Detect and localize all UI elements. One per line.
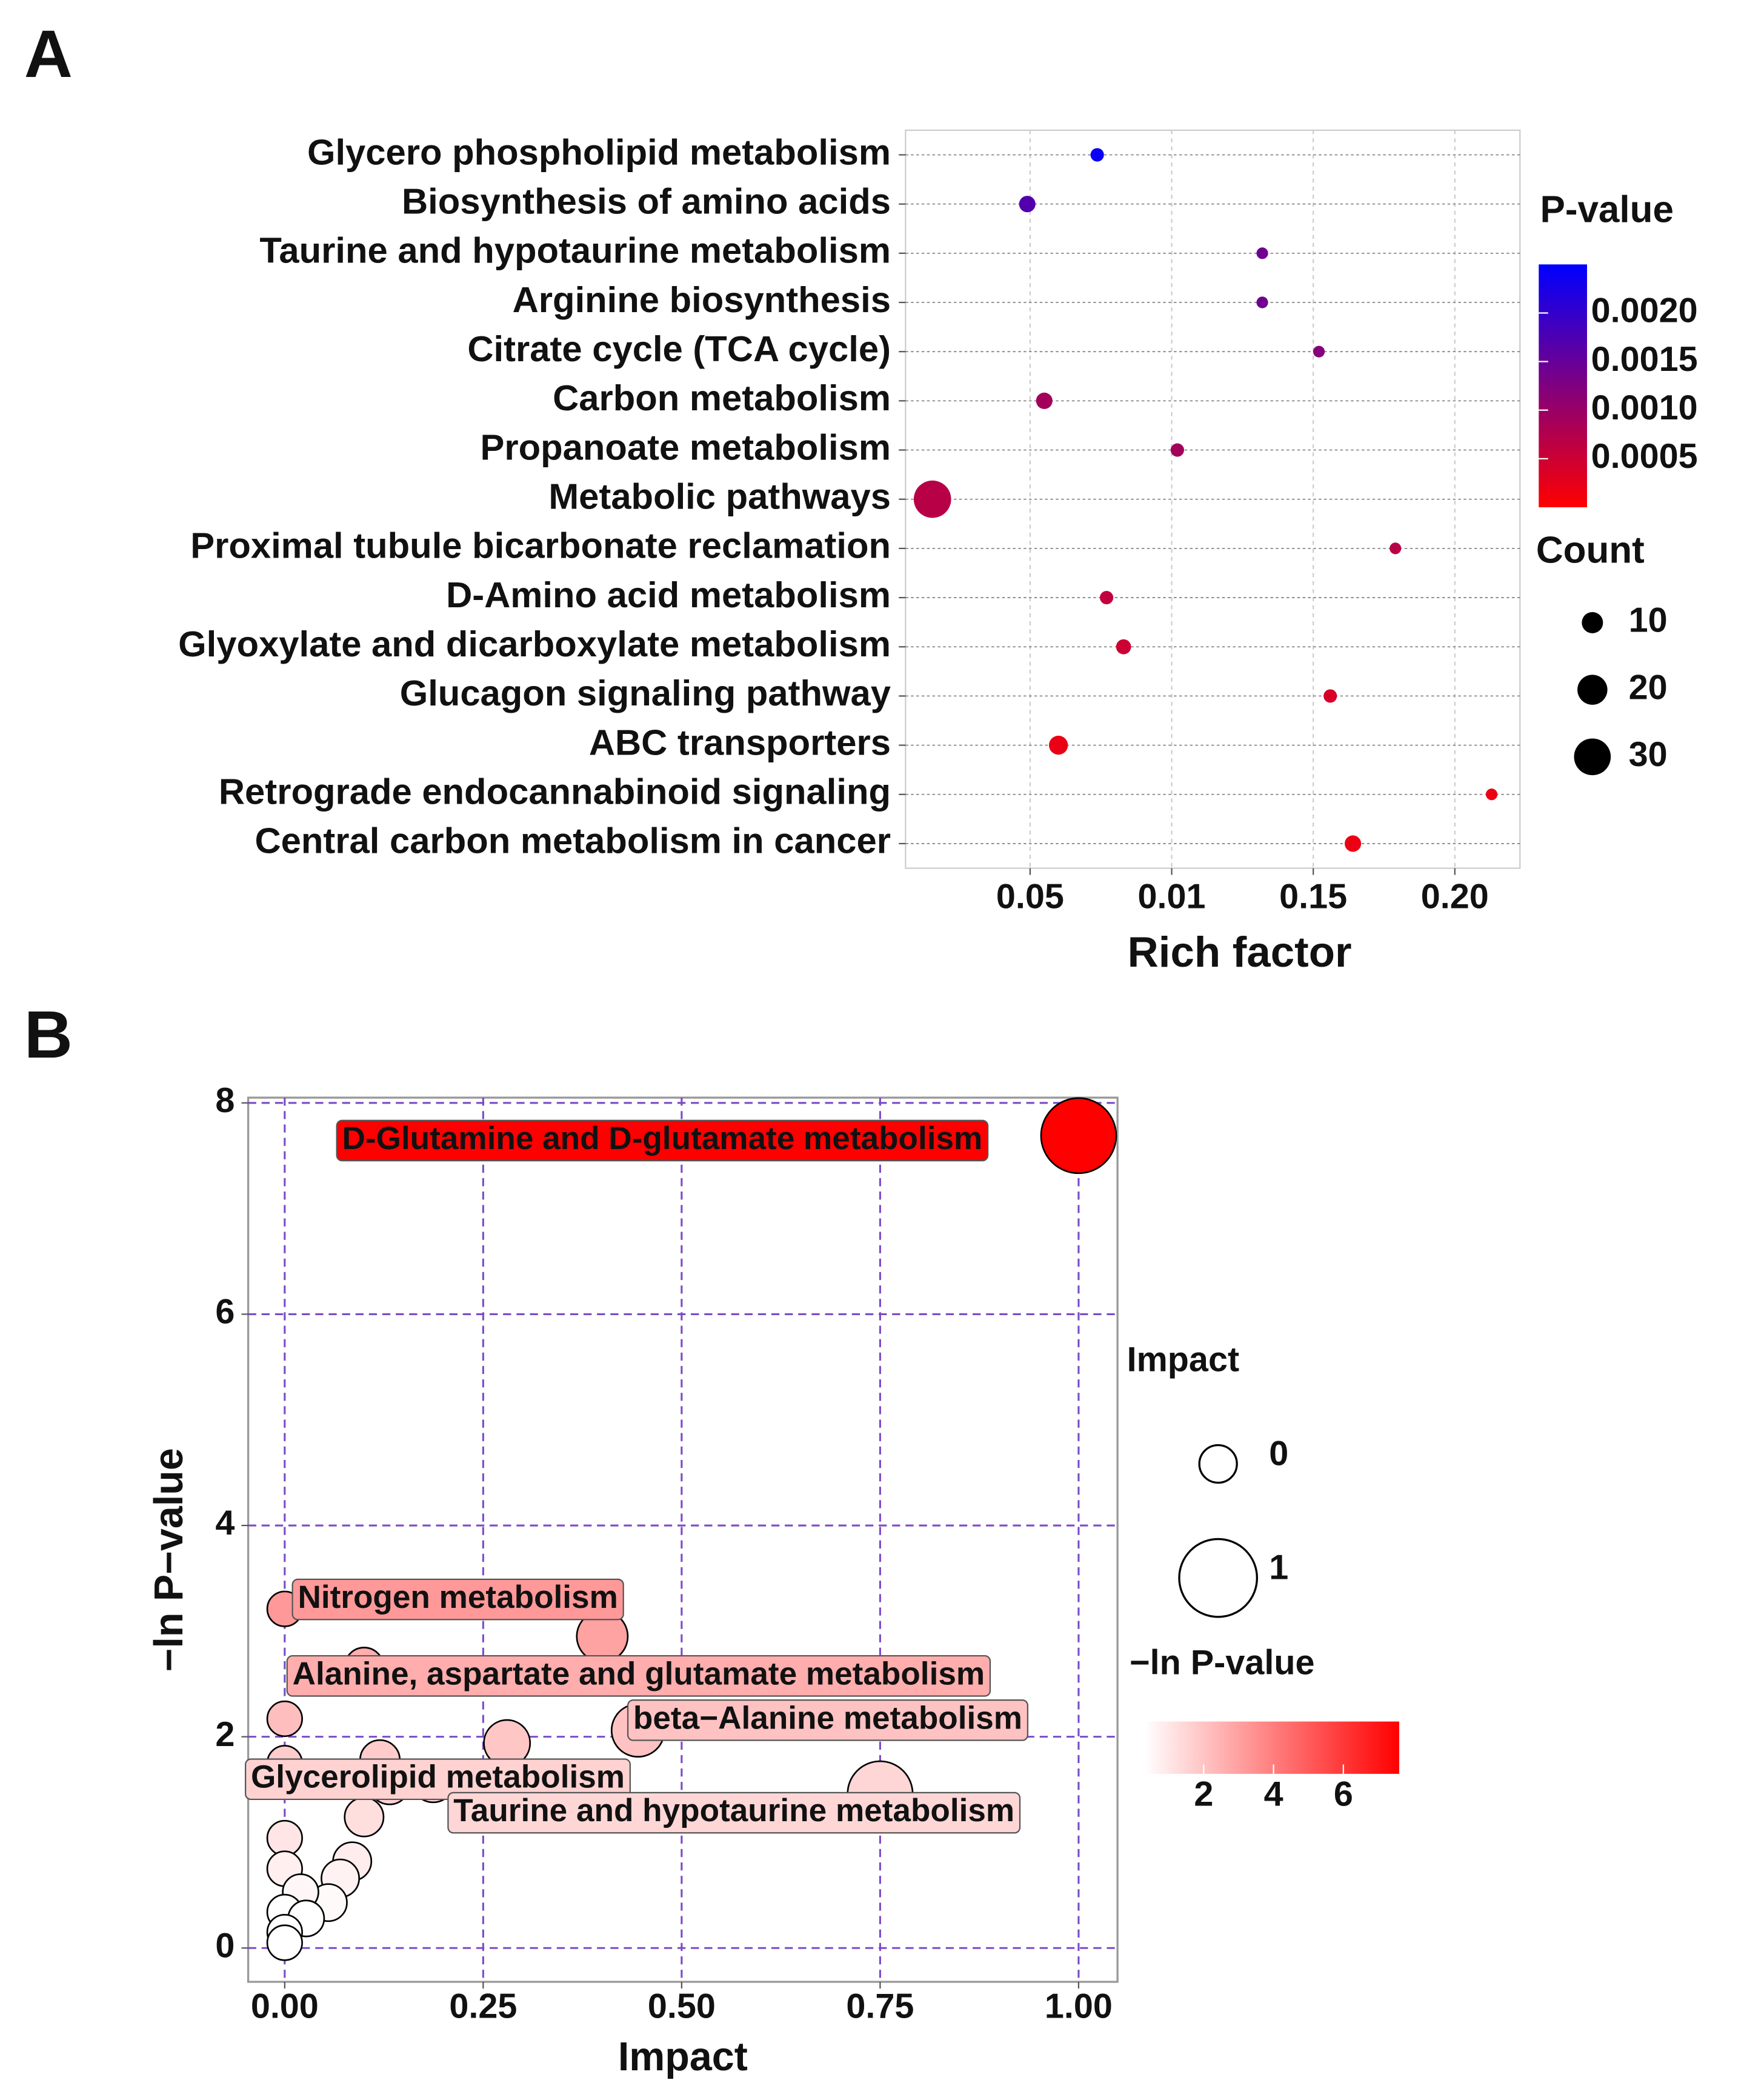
x-axis-title: Impact	[618, 2035, 748, 2079]
y-axis-title: −ln P−value	[147, 1448, 191, 1672]
colorbar-tick-label: 6	[1334, 1775, 1353, 1814]
colorbar-tick-label: 0.0005	[1591, 437, 1698, 476]
label-box	[245, 1758, 631, 1801]
x-tick-label: 0.00	[251, 1987, 319, 2025]
size-legend-label: 0	[1269, 1434, 1288, 1473]
y-tick-label: 8	[215, 1081, 235, 1120]
label-box	[447, 1792, 1021, 1834]
y-tick-label: Biosynthesis of amino acids	[402, 181, 891, 221]
point-label: Glycerolipid metabolism	[245, 1758, 631, 1801]
y-tick-label: Arginine biosynthesis	[513, 279, 891, 320]
size-legend-title: Impact	[1127, 1340, 1239, 1379]
dot	[1256, 296, 1268, 308]
colorbar-tick-label: 4	[1264, 1775, 1283, 1814]
size-legend-dot	[1178, 1538, 1259, 1618]
y-tick-label: Metabolic pathways	[548, 476, 891, 516]
label-text: Alanine, aspartate and glutamate metabol…	[293, 1656, 985, 1692]
size-legend-dot	[1577, 675, 1608, 705]
label-box	[627, 1699, 1029, 1741]
panel-label: A	[24, 17, 73, 92]
color-legend-title: −ln P-value	[1130, 1644, 1314, 1682]
point-label: D-Glutamine and D-glutamate metabolism	[336, 1119, 989, 1162]
colorbar-tick-label: 0.0020	[1591, 292, 1698, 330]
colorbar-tick-label: 2	[1194, 1775, 1213, 1814]
y-tick-label: D-Amino acid metabolism	[446, 575, 891, 615]
dot	[1100, 590, 1114, 605]
x-tick-label: 1.00	[1045, 1987, 1113, 2025]
size-legend-dot	[1582, 612, 1603, 633]
bubble	[344, 1796, 385, 1838]
dot	[1049, 735, 1068, 755]
colorbar-tick-label: 0.0015	[1591, 340, 1698, 379]
dot	[1036, 392, 1053, 409]
dot	[913, 480, 951, 518]
bubble	[266, 1700, 303, 1738]
y-tick-label: Central carbon metabolism in cancer	[255, 821, 891, 861]
colorbar	[1144, 1721, 1400, 1774]
x-tick-label: 0.50	[648, 1987, 716, 2025]
y-tick-label: Propanoate metabolism	[480, 427, 891, 467]
label-box	[286, 1655, 991, 1697]
y-tick-label: Glucagon signaling pathway	[400, 673, 891, 713]
bubble	[266, 1924, 303, 1961]
size-legend-label: 30	[1629, 735, 1668, 774]
label-text: Taurine and hypotaurine metabolism	[453, 1793, 1014, 1828]
y-tick-label: Proximal tubule bicarbonate reclamation	[190, 525, 891, 566]
dot	[1345, 835, 1362, 852]
x-axis-title: Rich factor	[1128, 928, 1352, 976]
y-tick-label: ABC transporters	[589, 722, 891, 762]
dot	[1323, 689, 1337, 703]
dot	[1390, 542, 1402, 555]
x-tick-label: 0.25	[449, 1987, 517, 2025]
point-label: Nitrogen metabolism	[291, 1578, 624, 1621]
point-label: Taurine and hypotaurine metabolism	[447, 1792, 1021, 1834]
color-legend-title: P-value	[1540, 188, 1673, 230]
dot	[1485, 788, 1498, 801]
x-tick-label: 0.05	[996, 878, 1064, 916]
colorbar	[1539, 264, 1587, 507]
y-tick-label: 6	[215, 1293, 235, 1332]
colorbar-tick-label: 0.0010	[1591, 388, 1698, 427]
dot	[1090, 148, 1104, 162]
size-legend-title: Count	[1536, 530, 1645, 572]
x-tick-label: 0.15	[1279, 878, 1347, 916]
size-legend-label: 20	[1629, 668, 1668, 707]
y-tick-label: 2	[215, 1715, 235, 1754]
y-tick-label: Retrograde endocannabinoid signaling	[219, 772, 891, 812]
label-text: Glycerolipid metabolism	[251, 1759, 625, 1795]
size-legend-dot	[1574, 738, 1611, 776]
y-tick-label: Citrate cycle (TCA cycle)	[467, 328, 891, 369]
y-tick-label: 0	[215, 1926, 235, 1965]
size-legend-label: 1	[1269, 1548, 1288, 1587]
dot	[1170, 443, 1184, 457]
point-label: beta−Alanine metabolism	[627, 1699, 1029, 1741]
x-tick-label: 0.75	[846, 1987, 914, 2025]
y-tick-label: 4	[215, 1504, 235, 1542]
bubble	[1040, 1097, 1117, 1175]
label-text: beta−Alanine metabolism	[633, 1700, 1022, 1736]
plot-border	[247, 1096, 1119, 1983]
size-legend-label: 10	[1629, 601, 1668, 640]
y-tick-label: Taurine and hypotaurine metabolism	[259, 230, 891, 271]
x-tick-label: 0.01	[1138, 878, 1206, 916]
label-box	[336, 1119, 989, 1162]
size-legend-dot	[1198, 1444, 1238, 1484]
panel-label: B	[24, 998, 73, 1072]
y-tick-label: Carbon metabolism	[553, 378, 891, 418]
label-text: Nitrogen metabolism	[298, 1579, 617, 1615]
dot	[1116, 639, 1131, 655]
label-box	[291, 1578, 624, 1621]
dot	[1256, 247, 1268, 259]
dot	[1019, 196, 1036, 213]
label-text: D-Glutamine and D-glutamate metabolism	[342, 1121, 983, 1156]
bubble	[266, 1819, 303, 1857]
dot	[1313, 345, 1325, 358]
y-tick-label: Glycero phospholipid metabolism	[307, 132, 891, 172]
point-label: Alanine, aspartate and glutamate metabol…	[286, 1655, 991, 1697]
y-tick-label: Glyoxylate and dicarboxylate metabolism	[178, 624, 891, 664]
x-tick-label: 0.20	[1421, 878, 1489, 916]
